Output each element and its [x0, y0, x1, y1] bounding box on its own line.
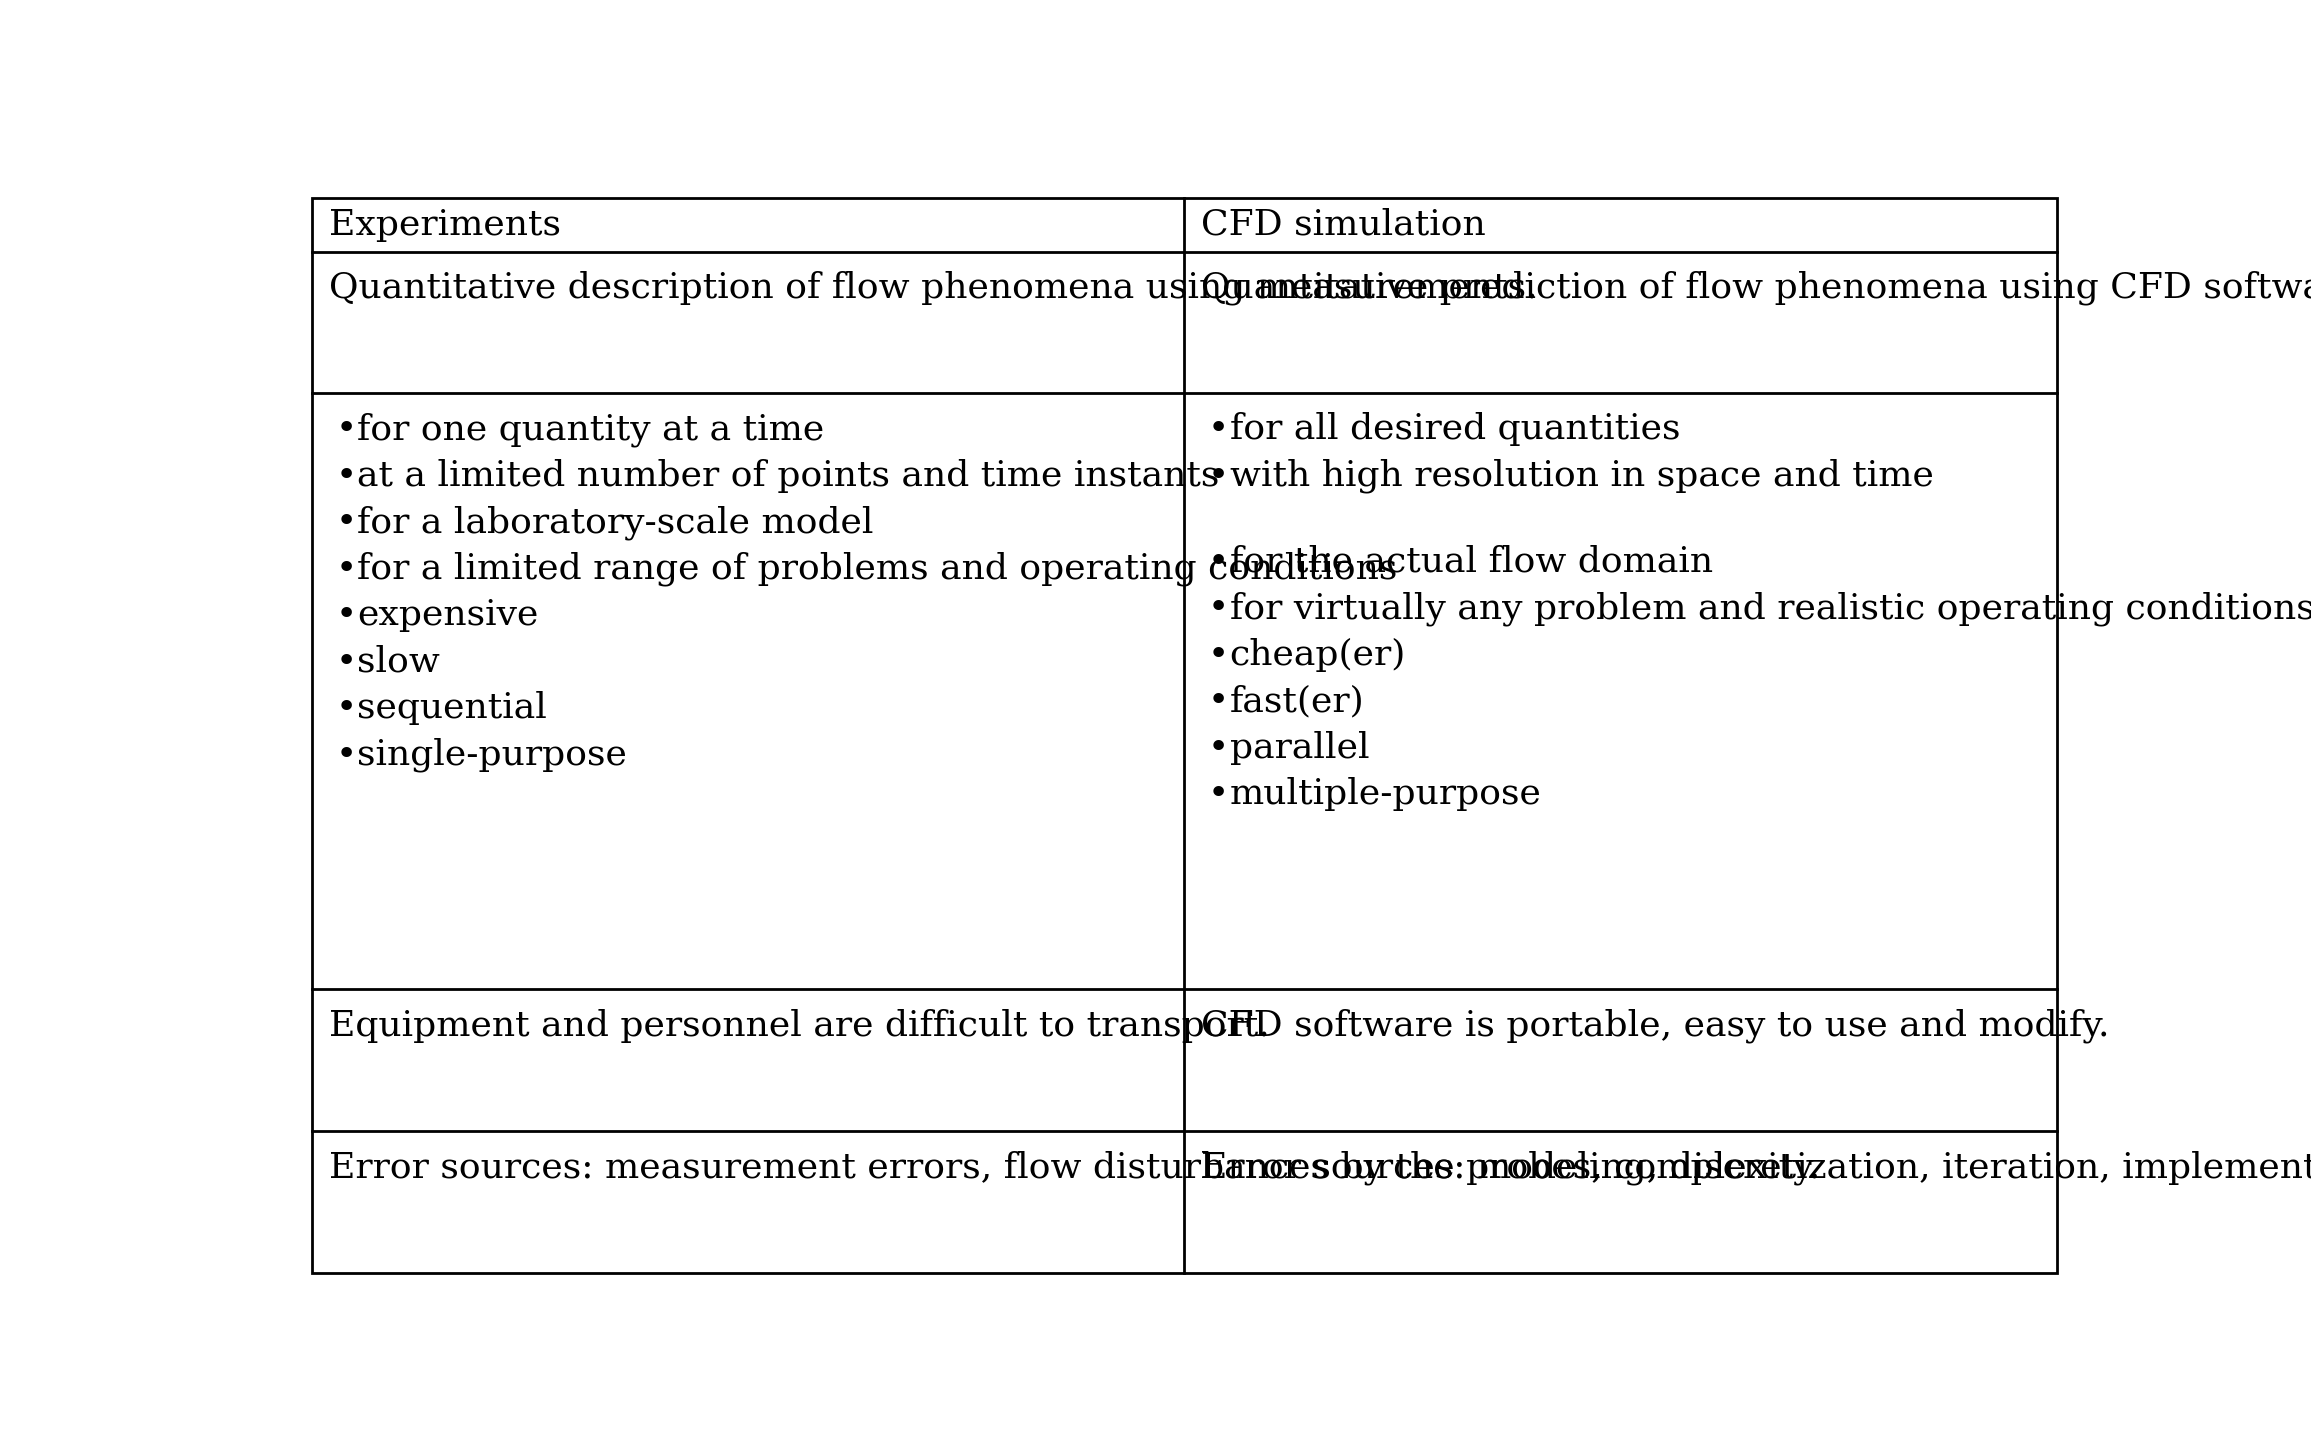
Text: for the actual flow domain: for the actual flow domain [1229, 545, 1712, 579]
Text: Error sources: measurement errors, flow disturbances by the probes, complexity.: Error sources: measurement errors, flow … [328, 1150, 1821, 1185]
Text: for virtually any problem and realistic operating conditions: for virtually any problem and realistic … [1229, 591, 2311, 626]
Text: single-purpose: single-purpose [358, 738, 626, 773]
Text: for a limited range of problems and operating conditions: for a limited range of problems and oper… [358, 552, 1398, 587]
Text: •: • [1206, 778, 1229, 811]
Text: Quantitative description of flow phenomena using measurements.: Quantitative description of flow phenome… [328, 271, 1537, 306]
Text: •: • [1206, 545, 1229, 579]
Text: CFD simulation: CFD simulation [1202, 208, 1486, 242]
Text: expensive: expensive [358, 598, 538, 632]
Text: •: • [1206, 638, 1229, 671]
Text: •: • [335, 412, 356, 447]
Text: Error sources: modeling, discretization, iteration, implementation.: Error sources: modeling, discretization,… [1202, 1150, 2311, 1185]
Text: •: • [1206, 731, 1229, 764]
Text: •: • [335, 692, 356, 725]
Text: for a laboratory-scale model: for a laboratory-scale model [358, 505, 874, 540]
Text: sequential: sequential [358, 692, 548, 725]
Text: at a limited number of points and time instants: at a limited number of points and time i… [358, 459, 1220, 494]
Text: •: • [1206, 684, 1229, 718]
Text: cheap(er): cheap(er) [1229, 638, 1405, 673]
Text: with high resolution in space and time: with high resolution in space and time [1229, 459, 1934, 494]
Text: •: • [1206, 591, 1229, 626]
Text: for all desired quantities: for all desired quantities [1229, 412, 1680, 447]
Text: Equipment and personnel are difficult to transport.: Equipment and personnel are difficult to… [328, 1009, 1271, 1042]
Text: Quantitative prediction of flow phenomena using CFD software.: Quantitative prediction of flow phenomen… [1202, 271, 2311, 306]
Text: slow: slow [358, 645, 441, 678]
Text: CFD software is portable, easy to use and modify.: CFD software is portable, easy to use an… [1202, 1009, 2110, 1042]
Text: fast(er): fast(er) [1229, 684, 1363, 718]
Text: for one quantity at a time: for one quantity at a time [358, 412, 825, 447]
Text: •: • [335, 645, 356, 678]
Text: •: • [335, 598, 356, 632]
Text: multiple-purpose: multiple-purpose [1229, 778, 1541, 811]
Text: •: • [1206, 412, 1229, 447]
Text: •: • [335, 738, 356, 772]
Text: •: • [335, 459, 356, 494]
Text: parallel: parallel [1229, 731, 1370, 764]
Text: •: • [1206, 459, 1229, 494]
Text: Experiments: Experiments [328, 208, 562, 242]
Text: •: • [335, 552, 356, 585]
Text: •: • [335, 505, 356, 539]
